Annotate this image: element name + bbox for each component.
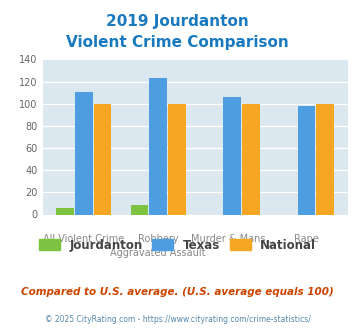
Bar: [56, 208, 74, 214]
Text: © 2025 CityRating.com - https://www.cityrating.com/crime-statistics/: © 2025 CityRating.com - https://www.city…: [45, 315, 310, 324]
Legend: Jourdanton, Texas, National: Jourdanton, Texas, National: [34, 234, 321, 256]
Bar: [75, 91, 93, 214]
Text: 2019 Jourdanton: 2019 Jourdanton: [106, 14, 249, 29]
Text: All Violent Crime: All Violent Crime: [43, 234, 125, 244]
Bar: [94, 104, 111, 214]
Bar: [223, 97, 241, 214]
Text: Robbery: Robbery: [138, 234, 179, 244]
Text: Rape: Rape: [294, 234, 319, 244]
Bar: [242, 104, 260, 214]
Bar: [149, 78, 167, 214]
Bar: [168, 104, 186, 214]
Text: Violent Crime Comparison: Violent Crime Comparison: [66, 35, 289, 50]
Bar: [131, 205, 148, 214]
Bar: [297, 106, 316, 214]
Text: Aggravated Assault: Aggravated Assault: [110, 248, 206, 258]
Text: Compared to U.S. average. (U.S. average equals 100): Compared to U.S. average. (U.S. average …: [21, 287, 334, 297]
Text: Murder & Mans...: Murder & Mans...: [191, 234, 274, 244]
Bar: [316, 104, 334, 214]
